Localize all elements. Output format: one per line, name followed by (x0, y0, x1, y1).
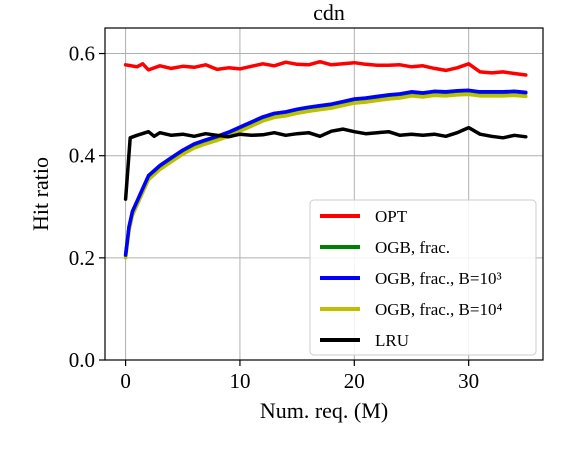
legend-label: OPT (375, 207, 408, 226)
y-tick-label: 0.4 (69, 144, 96, 168)
x-tick-label: 30 (458, 369, 479, 393)
y-tick-label: 0.2 (69, 246, 95, 270)
x-tick-label: 10 (229, 369, 250, 393)
legend-frame (309, 199, 537, 356)
y-tick-label: 0.0 (69, 348, 95, 372)
series-line-0 (123, 59, 528, 77)
legend-label: LRU (375, 331, 409, 350)
series-lines (123, 59, 528, 260)
legend: OPT OGB, frac. OGB, frac., B=10³ OGB, frac.… (309, 199, 537, 356)
chart-title: cdn (313, 0, 345, 25)
series-line-2 (123, 88, 528, 257)
legend-label: OGB, frac., B=10⁴ (375, 300, 502, 319)
plot-frame (104, 27, 544, 361)
x-tick-label: 0 (120, 369, 131, 393)
y-axis-label: Hit ratio (28, 157, 53, 231)
series-line-4 (123, 125, 528, 201)
series-line-3 (123, 92, 528, 260)
x-ticks: 0 10 20 30 (120, 360, 479, 393)
legend-label: OGB, frac. (375, 238, 450, 257)
legend-label: OGB, frac., B=10³ (375, 269, 502, 288)
y-tick-label: 0.6 (69, 42, 95, 66)
x-tick-label: 20 (344, 369, 365, 393)
x-axis-label: Num. req. (M) (260, 398, 388, 423)
y-ticks: 0.0 0.2 0.4 0.6 (69, 42, 105, 372)
